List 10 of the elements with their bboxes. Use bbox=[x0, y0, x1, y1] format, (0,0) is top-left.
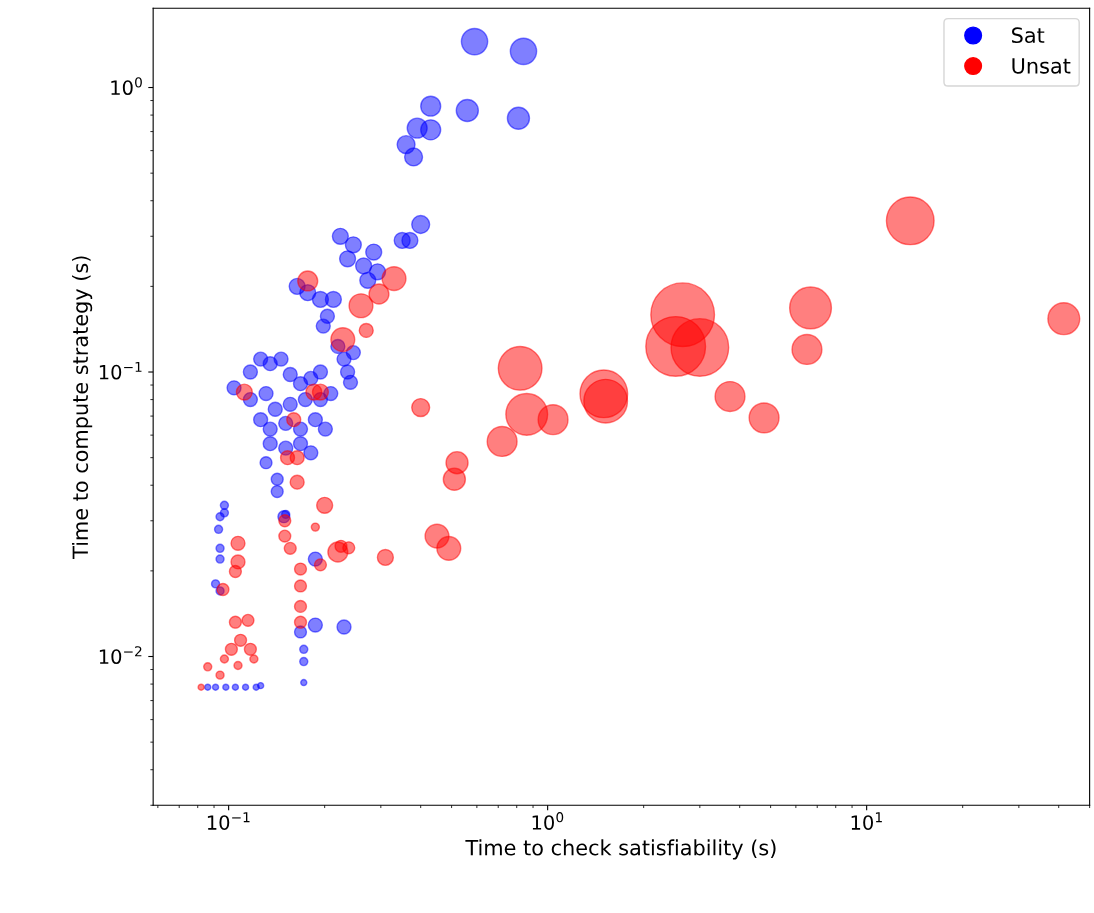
legend-label: Unsat bbox=[1012, 58, 1071, 74]
x-tick-label: 10$^{−1}$ bbox=[207, 812, 250, 830]
legend-label: Sat bbox=[1012, 27, 1045, 44]
y-tick-label: 10$^{0}$ bbox=[111, 77, 142, 96]
x-tick-label: 10$^{1}$ bbox=[851, 812, 882, 830]
x-axis-title: Time to check satisfiability (s) bbox=[465, 839, 776, 860]
y-tick-label: 10$^{−2}$ bbox=[99, 646, 142, 665]
y-tick-label: 10$^{−1}$ bbox=[99, 361, 142, 380]
x-tick-label: 10$^{0}$ bbox=[532, 812, 564, 830]
y-axis-title: Time to compute strategy (s) bbox=[72, 256, 93, 559]
